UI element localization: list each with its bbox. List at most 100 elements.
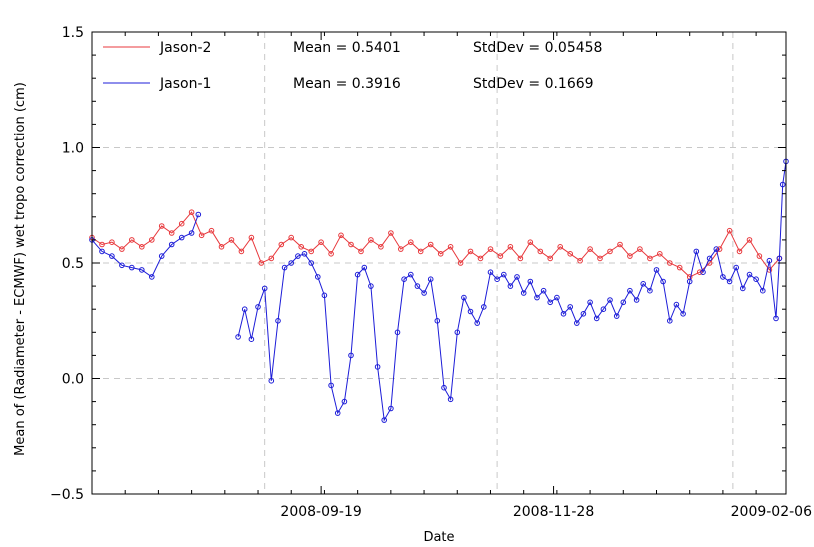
data-point-0: [607, 248, 613, 255]
data-point-0: [228, 237, 235, 243]
data-point-1: [261, 285, 268, 292]
data-point-0: [298, 244, 305, 250]
data-point-1: [487, 269, 494, 276]
data-point-1: [441, 384, 447, 391]
legend: Jason-2 Mean = 0.5401 StdDev = 0.05458 Jaso…: [103, 40, 602, 92]
data-point-0: [427, 241, 434, 248]
data-point-1: [388, 405, 394, 412]
data-point-1: [574, 320, 580, 326]
data-point-1: [560, 311, 567, 317]
data-point-1: [746, 271, 753, 278]
data-point-1: [268, 378, 275, 384]
data-point-0: [398, 246, 404, 252]
data-point-0: [328, 251, 334, 257]
data-point-1: [640, 281, 647, 287]
data-point-0: [268, 255, 275, 262]
data-point-1: [308, 260, 315, 266]
data-point-1: [753, 276, 759, 283]
data-point-0: [667, 260, 673, 266]
data-point-1: [421, 290, 427, 296]
data-point-1: [481, 304, 487, 310]
data-point-0: [447, 244, 454, 250]
data-point-1: [119, 262, 125, 269]
data-point-0: [587, 246, 593, 252]
data-point-1: [779, 181, 786, 188]
data-point-0: [149, 237, 155, 243]
legend-label: Jason-1: [159, 76, 211, 92]
data-point-1: [394, 329, 401, 336]
x-axis-title: Date: [423, 530, 454, 545]
x-tick-label: 2008-11-28: [513, 504, 594, 520]
data-point-0: [437, 251, 444, 257]
data-point-1: [547, 299, 554, 306]
data-point-1: [301, 251, 308, 257]
data-point-1: [461, 294, 467, 301]
data-point-1: [627, 287, 633, 294]
data-point-0: [567, 251, 574, 257]
data-point-0: [168, 230, 175, 236]
data-point-1: [434, 318, 441, 324]
data-point-0: [139, 244, 145, 250]
data-point-0: [119, 246, 125, 252]
data-point-0: [178, 220, 185, 227]
data-point-1: [414, 283, 421, 289]
data-point-0: [238, 248, 245, 255]
data-point-0: [726, 227, 733, 234]
data-point-0: [647, 255, 653, 262]
data-point-0: [338, 232, 344, 239]
data-point-1: [713, 246, 720, 252]
data-point-0: [617, 241, 623, 248]
data-point-1: [381, 417, 388, 423]
data-point-1: [686, 278, 693, 285]
data-point-0: [597, 255, 603, 262]
data-point-1: [129, 264, 135, 271]
data-point-1: [773, 315, 779, 322]
data-point-0: [507, 244, 514, 250]
data-point-0: [417, 248, 424, 255]
data-point-1: [660, 278, 666, 285]
x-tick-label: 2009-02-06: [731, 504, 812, 520]
data-point-1: [766, 257, 773, 264]
y-axis-title: Mean of (Radiameter - ECMWF) wet tropo c…: [13, 82, 28, 456]
data-point-1: [188, 230, 195, 236]
legend-label: Jason-2: [159, 40, 211, 56]
data-point-1: [474, 320, 481, 326]
data-point-1: [534, 294, 540, 301]
data-point-1: [248, 336, 255, 343]
data-point-1: [776, 255, 783, 262]
data-point-1: [720, 274, 726, 280]
data-point-1: [647, 287, 653, 294]
data-point-1: [620, 299, 627, 306]
data-point-0: [547, 255, 554, 262]
y-tick-label: −0.5: [50, 487, 84, 503]
data-point-1: [281, 264, 288, 271]
y-tick-label: 1.5: [62, 25, 84, 41]
data-point-0: [457, 260, 464, 266]
data-point-1: [667, 318, 673, 324]
data-point-0: [378, 244, 384, 250]
axis-layer: −0.5 0.0 0.5 1.0 1.5 2008-09-19 2008-11-28 2009…: [50, 25, 812, 520]
data-point-1: [139, 267, 145, 273]
data-point-0: [696, 269, 703, 276]
data-point-1: [255, 304, 261, 310]
data-point-1: [514, 274, 520, 280]
data-point-0: [577, 257, 583, 264]
series-line-0: [91, 211, 780, 278]
data-point-1: [149, 274, 155, 280]
data-point-1: [540, 287, 547, 294]
data-point-1: [361, 264, 368, 271]
data-point-0: [109, 239, 115, 245]
data-point-1: [168, 241, 175, 248]
data-point-1: [607, 297, 613, 303]
data-point-1: [680, 311, 686, 317]
data-point-1: [633, 297, 640, 303]
grid-layer: [92, 32, 786, 494]
data-point-0: [248, 234, 255, 241]
data-point-1: [315, 274, 321, 280]
series-line-1: [237, 161, 787, 422]
data-point-1: [587, 299, 593, 306]
data-point-0: [158, 223, 165, 229]
data-point-1: [494, 276, 500, 283]
legend-stddev: StdDev = 0.1669: [473, 76, 594, 92]
